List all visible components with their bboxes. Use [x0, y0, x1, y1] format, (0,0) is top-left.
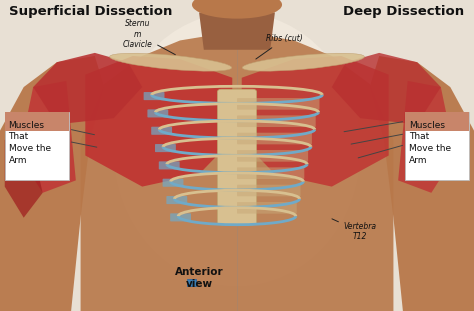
FancyBboxPatch shape — [166, 196, 187, 204]
Ellipse shape — [109, 53, 232, 71]
FancyBboxPatch shape — [163, 179, 183, 187]
Polygon shape — [332, 53, 441, 124]
FancyBboxPatch shape — [237, 115, 316, 127]
FancyBboxPatch shape — [159, 161, 180, 169]
Ellipse shape — [192, 0, 282, 19]
Polygon shape — [199, 12, 275, 50]
FancyBboxPatch shape — [237, 133, 312, 144]
Text: Deep Dissection: Deep Dissection — [343, 5, 465, 18]
Text: Anterior
view: Anterior view — [175, 267, 223, 289]
Polygon shape — [370, 56, 474, 311]
Ellipse shape — [242, 53, 365, 71]
FancyBboxPatch shape — [237, 185, 301, 196]
FancyBboxPatch shape — [237, 167, 304, 179]
Text: Superficial Dissection: Superficial Dissection — [9, 5, 173, 18]
Polygon shape — [19, 81, 76, 193]
Polygon shape — [0, 56, 104, 311]
FancyBboxPatch shape — [5, 112, 69, 131]
Polygon shape — [85, 56, 232, 187]
FancyBboxPatch shape — [237, 202, 297, 214]
Text: Vertebra
T12: Vertebra T12 — [332, 219, 377, 241]
FancyBboxPatch shape — [405, 112, 469, 180]
Ellipse shape — [114, 12, 360, 286]
FancyBboxPatch shape — [151, 127, 172, 135]
FancyBboxPatch shape — [144, 92, 164, 100]
Polygon shape — [81, 31, 393, 311]
Polygon shape — [5, 131, 43, 218]
FancyBboxPatch shape — [147, 109, 168, 118]
FancyBboxPatch shape — [155, 144, 176, 152]
FancyBboxPatch shape — [5, 112, 69, 180]
FancyBboxPatch shape — [218, 89, 256, 225]
Polygon shape — [398, 81, 455, 193]
Text: Muscles
That
Move the
Arm: Muscles That Move the Arm — [409, 121, 451, 165]
Text: Sternu
m
Clavicle: Sternu m Clavicle — [122, 19, 175, 55]
Polygon shape — [242, 56, 389, 187]
FancyBboxPatch shape — [187, 279, 196, 286]
FancyBboxPatch shape — [405, 112, 469, 131]
FancyBboxPatch shape — [170, 213, 191, 221]
FancyBboxPatch shape — [237, 98, 319, 110]
Text: Ribs (cut): Ribs (cut) — [256, 35, 303, 59]
Polygon shape — [33, 53, 142, 124]
Text: Muscles
That
Move the
Arm: Muscles That Move the Arm — [9, 121, 51, 165]
FancyBboxPatch shape — [237, 150, 308, 162]
